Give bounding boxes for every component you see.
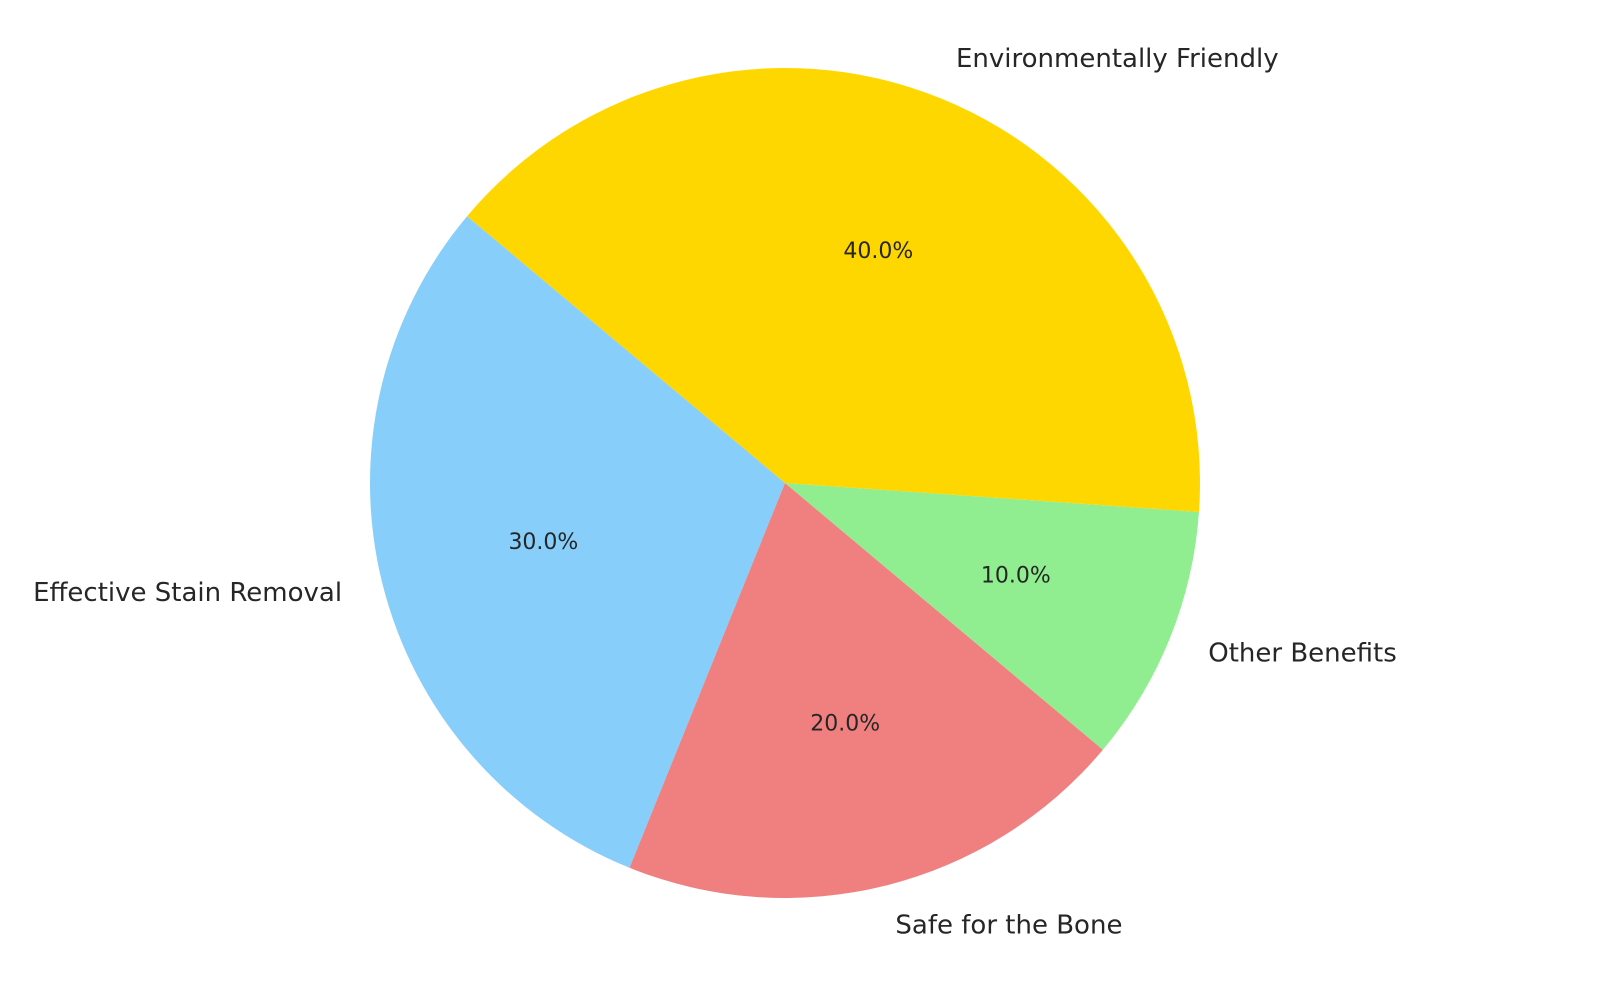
slice-label: Effective Stain Removal: [33, 578, 342, 608]
pie-slice-other-benefits: [785, 483, 1199, 750]
slice-percent-label: 20.0%: [810, 712, 880, 737]
pie-slice-safe-for-the-bone: [629, 483, 1103, 898]
slice-label: Safe for the Bone: [895, 910, 1122, 940]
slice-label: Environmentally Friendly: [956, 44, 1279, 74]
slice-percent-label: 30.0%: [508, 530, 578, 555]
slice-label: Other Benefits: [1208, 639, 1397, 669]
pie-slice-environmentally-friendly: [467, 67, 1201, 512]
slice-percent-label: 40.0%: [843, 239, 913, 264]
pie-labels: Effective Stain Removal 30.0% Safe for the…: [33, 44, 1397, 940]
slice-percent-label: 10.0%: [981, 563, 1051, 588]
pie-slice-effective-stain-removal: [369, 216, 785, 868]
pie-slices: [369, 67, 1201, 898]
